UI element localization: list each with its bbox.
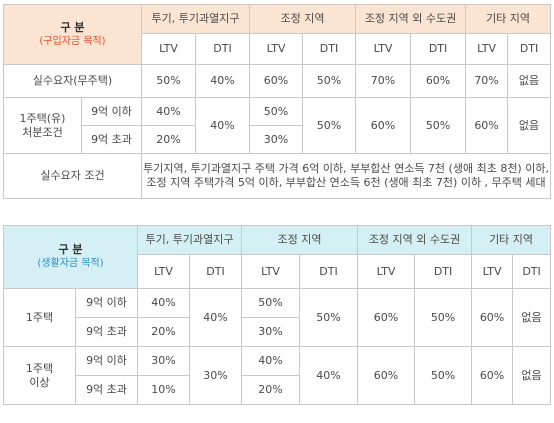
group-header: 기타 지역 — [471, 225, 552, 255]
corner-subtitle: (구입자금 목적) — [39, 35, 106, 47]
group-header: 투기, 투기과열지구 — [136, 225, 243, 255]
value-cell: 40% — [137, 288, 190, 318]
condition-line: 조정 지역 주택가격 5억 이하, 부부합산 연소득 6천 (생애 최초 7천)… — [146, 176, 546, 189]
value-cell: 60% — [465, 97, 509, 154]
condition-line: 투기지역, 투기과열지구 주택 가격 6억 이하, 부부합산 연소득 7천 (생… — [143, 162, 549, 175]
ltv-header: LTV — [465, 33, 509, 65]
value-cell: 없음 — [512, 346, 552, 405]
value-cell: 60% — [357, 346, 416, 405]
row-label-line: 1주택 — [25, 361, 54, 375]
group-header: 조정 지역 — [249, 4, 357, 34]
value-cell: 70% — [355, 64, 412, 98]
value-cell: 30% — [188, 346, 243, 405]
sub-row-label: 9억 초과 — [75, 317, 138, 347]
value-cell: 없음 — [507, 97, 552, 154]
row-label-line: 처분조건 — [22, 125, 63, 139]
value-cell: 50% — [414, 346, 473, 405]
living-loan-table: 구 분 (생활자금 목적) 투기, 투기과열지구 조정 지역 조정 지역 외 수… — [3, 225, 552, 405]
value-cell: 60% — [471, 288, 514, 347]
dti-header: DTI — [512, 254, 552, 289]
value-cell: 30% — [241, 317, 301, 347]
value-cell: 20% — [141, 125, 196, 154]
value-cell: 60% — [410, 64, 467, 98]
value-cell: 50% — [241, 288, 301, 318]
value-cell: 20% — [241, 375, 301, 405]
purchase-loan-table: 구 분 (구입자금 목적) 투기, 투기과열지구 조정 지역 조정 지역 외 수… — [3, 4, 552, 199]
value-cell: 50% — [410, 97, 467, 154]
value-cell: 50% — [302, 64, 357, 98]
row-label: 1주택 — [3, 288, 76, 347]
value-cell: 20% — [137, 317, 190, 347]
value-cell: 50% — [249, 97, 304, 126]
value-cell: 40% — [241, 346, 301, 376]
value-cell: 50% — [299, 288, 359, 347]
value-cell: 50% — [141, 64, 196, 98]
value-cell: 30% — [249, 125, 304, 154]
ltv-header: LTV — [141, 33, 196, 65]
table-row: 1주택(유) 처분조건 9억 이하 40% 40% 50% 50% 60% 50… — [3, 97, 552, 154]
dti-header: DTI — [507, 33, 552, 65]
row-label: 1주택(유) 처분조건 — [3, 97, 82, 154]
sub-row-label: 9억 이하 — [75, 346, 138, 376]
sub-row-label: 9억 초과 — [81, 125, 142, 154]
condition-text: 투기지역, 투기과열지구 주택 가격 6억 이하, 부부합산 연소득 7천 (생… — [140, 153, 552, 199]
ltv-header: LTV — [241, 254, 301, 289]
corner-subtitle: (생활자금 목적) — [37, 258, 104, 269]
value-cell: 50% — [302, 97, 357, 154]
dti-header: DTI — [194, 33, 251, 65]
corner-title: 구 분 — [60, 20, 85, 34]
dti-header: DTI — [299, 254, 359, 289]
table-row: 9억 초과 10% 20% — [4, 375, 551, 405]
dti-header: DTI — [414, 254, 473, 289]
ltv-header: LTV — [355, 33, 412, 65]
value-cell: 10% — [137, 375, 190, 405]
value-cell: 50% — [414, 288, 473, 347]
group-header: 투기, 투기과열지구 — [140, 4, 251, 34]
value-cell: 40% — [188, 288, 243, 347]
value-cell: 40% — [194, 64, 251, 98]
table-row: 1주택 9억 이하 40% 40% 50% 50% 60% 50% 60% 없음 — [3, 288, 552, 347]
sub-row-label: 9억 이하 — [81, 97, 142, 126]
group-header: 조정 지역 외 수도권 — [355, 4, 467, 34]
table-row: 실수요자(무주택) 50% 40% 60% 50% 70% 60% 70% 없음 — [3, 64, 552, 98]
row-label: 1주택 이상 — [3, 346, 76, 405]
corner-title: 구 분 — [58, 243, 83, 256]
value-cell: 없음 — [507, 64, 552, 98]
table-row: 실수요자 조건 투기지역, 투기과열지구 주택 가격 6억 이하, 부부합산 연… — [3, 153, 552, 199]
dti-header: DTI — [410, 33, 467, 65]
value-cell: 70% — [465, 64, 509, 98]
group-header: 조정 지역 외 수도권 — [357, 225, 473, 255]
group-header: 조정 지역 — [241, 225, 359, 255]
group-header: 기타 지역 — [465, 4, 552, 34]
value-cell: 없음 — [512, 288, 552, 347]
value-cell: 40% — [194, 97, 251, 154]
ltv-header: LTV — [357, 254, 416, 289]
table-row: 9억 초과 20% 30% — [4, 125, 551, 154]
dti-header: DTI — [302, 33, 357, 65]
sub-row-label: 9억 초과 — [75, 375, 138, 405]
value-cell: 30% — [137, 346, 190, 376]
row-label-line: 이상 — [29, 375, 50, 389]
table-row: 1주택 이상 9억 이하 30% 30% 40% 40% 60% 50% 60%… — [3, 346, 552, 405]
ltv-header: LTV — [249, 33, 304, 65]
value-cell: 60% — [249, 64, 304, 98]
table-row: 9억 초과 20% 30% — [4, 317, 551, 347]
ltv-header: LTV — [471, 254, 514, 289]
corner-header: 구 분 (생활자금 목적) — [3, 225, 138, 289]
value-cell: 60% — [471, 346, 514, 405]
value-cell: 40% — [299, 346, 359, 405]
value-cell: 60% — [357, 288, 416, 347]
row-label-line: 1주택(유) — [19, 111, 66, 125]
corner-header: 구 분 (구입자금 목적) — [3, 4, 142, 65]
row-label: 실수요자(무주택) — [3, 64, 142, 98]
value-cell: 40% — [141, 97, 196, 126]
value-cell: 60% — [355, 97, 412, 154]
condition-label: 실수요자 조건 — [3, 153, 142, 199]
dti-header: DTI — [188, 254, 243, 289]
ltv-header: LTV — [137, 254, 190, 289]
sub-row-label: 9억 이하 — [75, 288, 138, 318]
